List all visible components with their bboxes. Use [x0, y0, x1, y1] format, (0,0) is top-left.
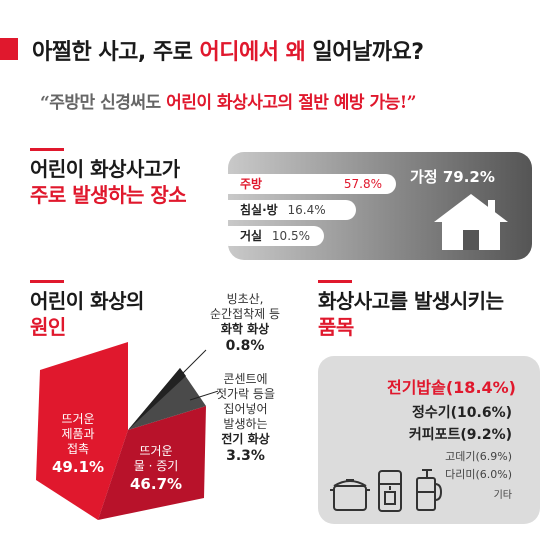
pie-slice-electric [128, 368, 206, 430]
electric-line3: 집어넣어 [223, 402, 268, 416]
electric-value: 3.3% [226, 448, 265, 464]
hot-water-value: 46.7% [130, 475, 183, 493]
places-heading: 어린이 화상사고가 주로 발생하는 장소 [30, 156, 187, 208]
hot-product-line2: 제품과 [61, 427, 95, 441]
electric-line4: 발생하는 [223, 417, 268, 431]
place-value: 10.5% [271, 229, 311, 243]
hot-water-line2: 물 · 증기 [133, 459, 179, 473]
chemical-line1: 빙초산, [226, 292, 264, 306]
items-panel: 전기밥솥(18.4%) 정수기(10.6%) 커피포트(9.2%) 고데기(6.… [318, 356, 540, 524]
place-name: 침실·방 [240, 203, 278, 217]
causes-divider [30, 280, 64, 283]
electric-line1: 콘센트에 [223, 372, 268, 386]
home-label: 가정 79.2% [410, 168, 495, 186]
pie-slice-chemical [128, 368, 186, 430]
chemical-label: 빙초산, 순간접착제 등 화학 화상 0.8% [210, 292, 280, 356]
place-value: 16.4% [287, 203, 326, 217]
title-part1: 아찔한 사고, 주로 [32, 40, 200, 65]
place-row-livingroom: 거실 10.5% [228, 226, 324, 246]
title-part2: 어디에서 왜 [199, 40, 306, 65]
quote-part2: 어린이 화상사고의 절반 예방 가능!” [166, 93, 416, 113]
page-title: 아찔한 사고, 주로 어디에서 왜 일어날까요? [32, 34, 424, 66]
electric-line5: 전기 화상 [221, 432, 270, 446]
hot-water-label: 뜨거운 물 · 증기 46.7% [130, 444, 182, 494]
electric-line2: 젓가락 등을 [216, 387, 276, 401]
quote-text: “주방만 신경써도 어린이 화상사고의 절반 예방 가능!” [40, 88, 416, 113]
hot-product-label: 뜨거운 제품과 접촉 49.1% [52, 412, 104, 477]
items-heading-line1: 화상사고를 발생시키는 [318, 289, 504, 313]
quote-part1: “주방만 신경써도 [40, 93, 167, 113]
place-name: 거실 [240, 229, 263, 243]
chemical-value: 0.8% [225, 338, 265, 354]
hot-product-line3: 접촉 [66, 442, 90, 456]
causes-pie-chart [36, 342, 218, 520]
item-iron: 다리미(6.0%) [445, 468, 512, 481]
place-row-kitchen: 주방 57.8% [228, 174, 396, 194]
item-coffee-pot: 커피포트(9.2%) [408, 427, 512, 443]
water-purifier-icon [378, 470, 402, 512]
item-water-purifier: 정수기(10.6%) [411, 405, 512, 421]
item-rice-cooker: 전기밥솥(18.4%) [386, 378, 516, 397]
items-divider [318, 280, 352, 283]
places-heading-line2: 주로 발생하는 장소 [30, 183, 187, 207]
pie-slice-hot-product [36, 342, 128, 520]
place-row-bedroom: 침실·방 16.4% [228, 200, 356, 220]
place-name: 주방 [240, 177, 263, 191]
electric-label: 콘센트에 젓가락 등을 집어넣어 발생하는 전기 화상 3.3% [216, 372, 275, 466]
causes-heading: 어린이 화상의 원인 [30, 288, 144, 340]
items-heading-line2: 품목 [318, 315, 354, 339]
causes-heading-line1: 어린이 화상의 [30, 289, 144, 313]
place-value: 57.8% [343, 177, 382, 191]
title-accent-bar [0, 38, 18, 60]
chemical-leader-line [179, 349, 207, 377]
places-divider [30, 148, 64, 151]
house-icon [434, 194, 508, 250]
item-other: 기타 [493, 490, 512, 501]
title-part3: 일어날까요? [305, 40, 424, 65]
electric-leader-line [189, 390, 218, 401]
places-panel: 가정 79.2% 주방 57.8% 침실·방 16.4% 거실 10.5% [228, 152, 532, 260]
pie-slice-hot-water [98, 406, 206, 520]
hot-water-line1: 뜨거운 [139, 444, 173, 458]
hot-product-value: 49.1% [52, 458, 105, 476]
items-heading: 화상사고를 발생시키는 품목 [318, 288, 504, 340]
item-hair-iron: 고데기(6.9%) [445, 450, 512, 463]
coffee-press-icon [416, 469, 442, 511]
causes-heading-line2: 원인 [30, 315, 66, 339]
chemical-line2: 순간접착제 등 [210, 307, 281, 321]
chemical-line3: 화학 화상 [220, 322, 270, 336]
hot-product-line1: 뜨거운 [61, 412, 95, 426]
places-heading-line1: 어린이 화상사고가 [30, 157, 180, 181]
pot-icon [330, 479, 370, 511]
